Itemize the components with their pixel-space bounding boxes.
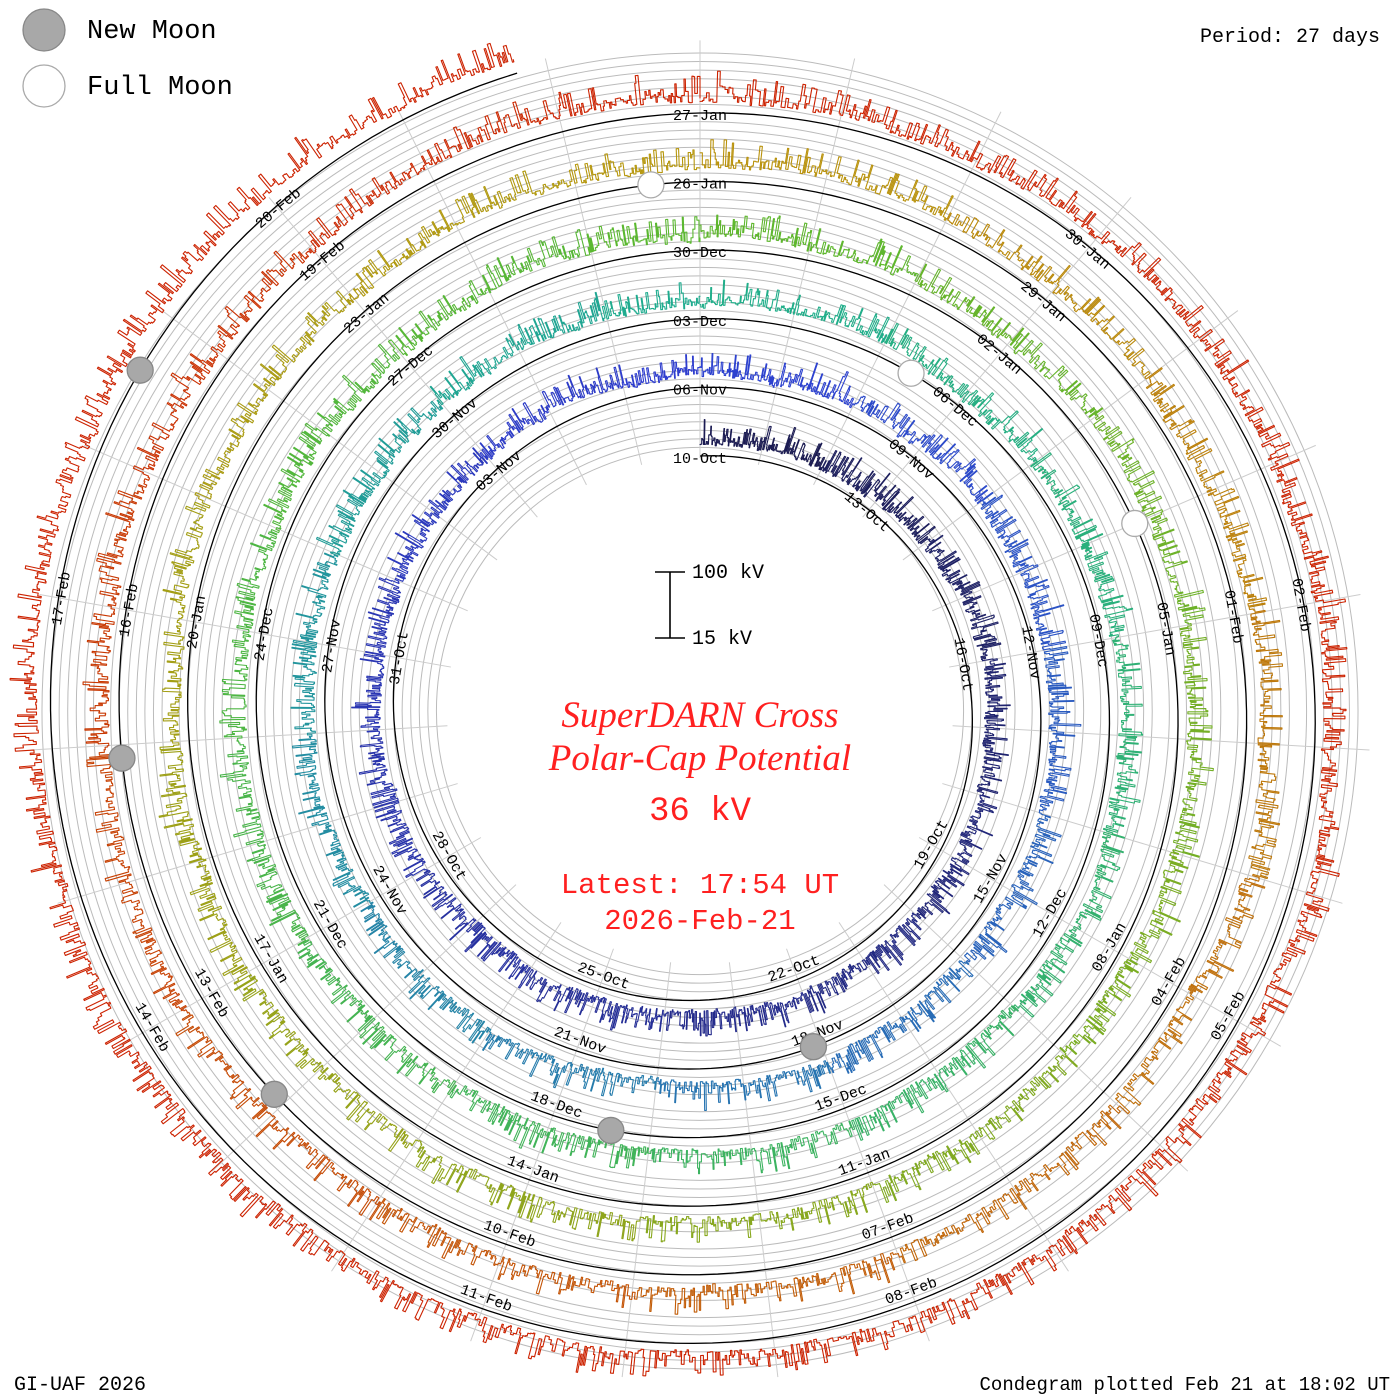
svg-text:36 kV: 36 kV (649, 793, 752, 831)
svg-text:30-Dec: 30-Dec (673, 245, 727, 262)
svg-text:06-Nov: 06-Nov (673, 382, 727, 399)
svg-text:03-Dec: 03-Dec (673, 314, 727, 331)
svg-text:Full Moon: Full Moon (87, 73, 233, 103)
svg-text:New Moon: New Moon (87, 17, 217, 47)
svg-text:27-Jan: 27-Jan (673, 108, 727, 125)
svg-text:15 kV: 15 kV (692, 628, 752, 651)
svg-text:10-Oct: 10-Oct (673, 451, 727, 468)
svg-text:SuperDARN Cross: SuperDARN Cross (561, 695, 838, 736)
svg-text:Period: 27 days: Period: 27 days (1200, 26, 1380, 49)
svg-text:100 kV: 100 kV (692, 562, 764, 585)
svg-text:26-Jan: 26-Jan (673, 177, 727, 194)
svg-text:Condegram plotted Feb 21 at 18: Condegram plotted Feb 21 at 18:02 UT (980, 1374, 1390, 1396)
svg-text:Polar-Cap Potential: Polar-Cap Potential (548, 738, 851, 779)
svg-text:2026-Feb-21: 2026-Feb-21 (604, 905, 795, 938)
svg-text:GI-UAF 2026: GI-UAF 2026 (14, 1374, 146, 1397)
svg-text:Latest: 17:54 UT: Latest: 17:54 UT (561, 869, 839, 902)
